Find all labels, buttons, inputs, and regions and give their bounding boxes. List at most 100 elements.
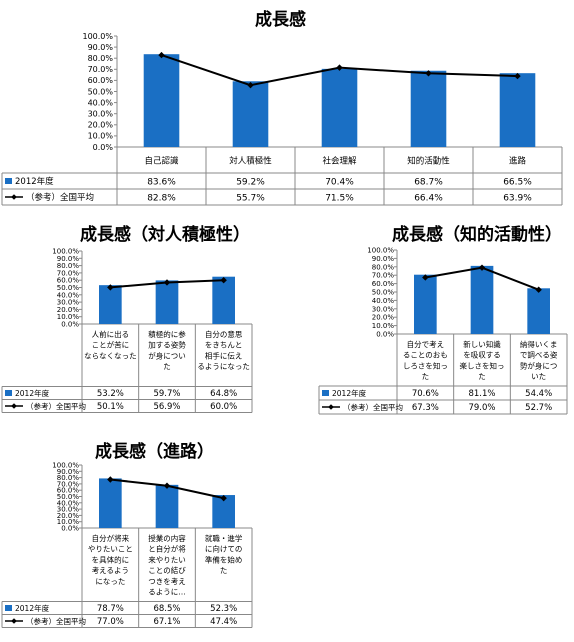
career-category-label: を具体的に [92,554,130,564]
career-category-label: になった [95,577,125,586]
overall-legend-line-marker [11,194,17,200]
interpersonal-line-value: 50.1% [97,402,124,412]
career-line-value: 47.4% [210,617,237,627]
interpersonal-legend-bar-label: 2012年度 [15,388,50,398]
overall-line-value: 63.9% [503,193,532,203]
overall-bar [499,73,536,147]
career-y-tick-label: 10.0% [57,518,80,526]
intellectual-category-label: ることのおも [403,351,448,360]
overall-line-value: 66.4% [414,193,443,203]
career-y-tick-label: 100.0% [52,461,79,469]
intellectual-y-tick-label: 60.0% [372,280,395,288]
career-y-tick-label: 30.0% [57,506,80,514]
interpersonal-y-tick-label: 30.0% [57,299,80,307]
intellectual-y-tick-label: 20.0% [372,314,395,322]
interpersonal-point [163,279,171,286]
intellectual-category-label: 自分で考え [407,339,445,349]
career-bar [155,484,179,528]
interpersonal-y-tick-label: 60.0% [57,277,80,285]
career-category-label: やりたいこと [88,545,133,554]
overall-point [425,70,432,77]
overall-y-tick-label: 40.0% [88,98,114,107]
overall-point [247,81,254,89]
overall-point [158,51,165,59]
overall-legend-bar-swatch [5,178,12,184]
intellectual-point [422,274,429,281]
career-bar-value: 78.7% [97,604,124,614]
interpersonal-y-tick-label: 80.0% [57,262,80,270]
intellectual-line-value: 79.0% [468,403,495,413]
career-y-tick-label: 70.0% [57,480,80,488]
intellectual-category-label: しろさを知っ [403,360,448,370]
career-category-label: 自分が将来 [92,533,130,543]
interpersonal-y-tick-label: 90.0% [57,255,80,263]
interpersonal-legend-bar-swatch [5,390,12,396]
overall-y-tick-label: 30.0% [88,110,114,119]
intellectual-y-tick-label: 0.0% [376,330,394,338]
intellectual-line-value: 67.3% [412,403,439,413]
career-y-tick-label: 0.0% [61,524,79,532]
overall-point [514,72,521,80]
intellectual-line-value: 52.7% [525,403,552,413]
chart-title-overall: 成長感 [255,10,306,30]
intellectual-legend-bar-swatch [322,390,329,396]
career-category-label: に向けての [205,544,243,554]
interpersonal-y-tick-label: 40.0% [57,291,80,299]
career-category-label: つきを考え [148,577,186,586]
interpersonal-y-tick-label: 100.0% [52,247,79,255]
interpersonal-category-label: 加する姿勢 [148,340,186,350]
interpersonal-line-value: 60.0% [210,402,237,412]
overall-bar [410,70,447,147]
career-category-label: ことの結び [148,565,186,575]
overall-bar-value: 83.6% [147,177,176,187]
intellectual-y-tick-label: 30.0% [372,305,395,313]
career-bar [212,495,235,528]
chart-title-career: 成長感（進路） [95,442,214,462]
interpersonal-category-label: ことが苦に [92,340,130,350]
career-category-label: 就職・進学 [205,533,243,543]
interpersonal-bar [212,276,235,324]
career-point [163,482,171,489]
intellectual-legend-bar-label: 2012年度 [332,388,367,398]
interpersonal-legend-line-label: （参考）全国平均 [26,401,86,411]
career-line-value: 67.1% [153,617,180,627]
intellectual-category-label: 勢が身につ [520,360,558,370]
interpersonal-category-label: 人前に出る [92,329,130,339]
intellectual-category-label: た [478,372,486,381]
intellectual-bar-value: 70.6% [412,389,439,399]
overall-line-value: 71.5% [325,193,354,203]
career-y-tick-label: 50.0% [57,493,80,501]
career-legend-bar-swatch [5,605,12,611]
career-bar-value: 52.3% [210,604,237,614]
intellectual-bar [414,274,437,334]
interpersonal-y-tick-label: 50.0% [57,284,80,292]
career-y-tick-label: 40.0% [57,499,80,507]
intellectual-bar [470,265,494,334]
overall-y-tick-label: 90.0% [88,43,114,52]
intellectual-category-label: で調べる姿 [520,350,558,360]
overall-bar [321,68,358,147]
overall-bar [143,54,180,148]
chart-title-intellectual: 成長感（知的活動性） [392,225,562,245]
interpersonal-category-label: をきちんと [205,341,243,350]
interpersonal-y-tick-label: 70.0% [57,269,80,277]
intellectual-point [535,286,542,293]
career-category-label: 授業の内容 [148,533,186,543]
overall-bar [232,81,269,147]
overall-y-tick-label: 20.0% [88,121,114,130]
interpersonal-category-label: 積極的に参 [148,329,186,339]
overall-legend-line-label: （参考）全国平均 [26,192,94,203]
interpersonal-category-label: ならなくなった [84,351,137,360]
overall-y-tick-label: 60.0% [88,76,114,85]
career-y-tick-label: 20.0% [57,512,80,520]
intellectual-category-label: 新しい知識 [463,339,501,349]
interpersonal-category-label: が身につい [148,350,186,360]
interpersonal-category-label: た [163,362,171,371]
career-category-label: と自分が将 [148,544,186,554]
intellectual-legend-line-marker [328,404,334,410]
career-category-label: 準備を始め [205,554,243,564]
intellectual-bar [527,288,550,334]
overall-y-tick-label: 70.0% [88,65,114,74]
interpersonal-category-label: 相手に伝え [205,350,243,360]
